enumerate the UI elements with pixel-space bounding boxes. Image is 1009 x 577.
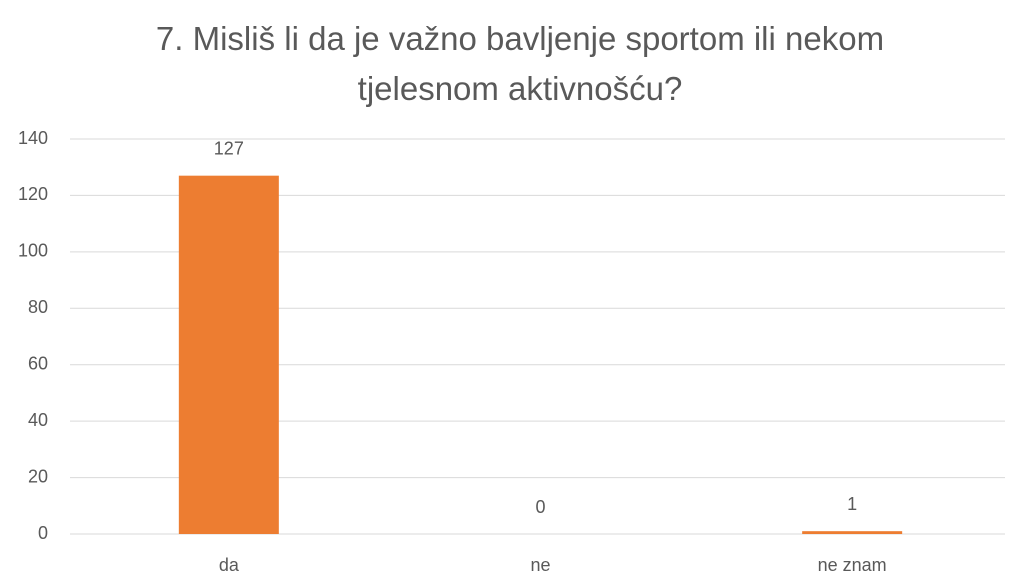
bar xyxy=(178,175,279,534)
y-tick-label: 60 xyxy=(28,353,48,373)
x-tick-label: ne znam xyxy=(818,555,887,575)
value-label: 0 xyxy=(535,497,545,517)
chart-title: 7. Misliš li da je važno bavljenje sport… xyxy=(155,20,885,107)
x-tick-label: ne xyxy=(530,555,550,575)
bar xyxy=(802,531,903,534)
y-tick-label: 20 xyxy=(28,466,48,486)
y-tick-label: 120 xyxy=(18,184,48,204)
y-tick-label: 100 xyxy=(18,241,48,261)
y-tick-label: 40 xyxy=(28,410,48,430)
x-tick-label: da xyxy=(219,555,240,575)
y-tick-label: 0 xyxy=(38,523,48,543)
value-label: 127 xyxy=(214,138,244,158)
y-tick-label: 140 xyxy=(18,128,48,148)
value-label: 1 xyxy=(847,494,857,514)
y-tick-label: 80 xyxy=(28,297,48,317)
